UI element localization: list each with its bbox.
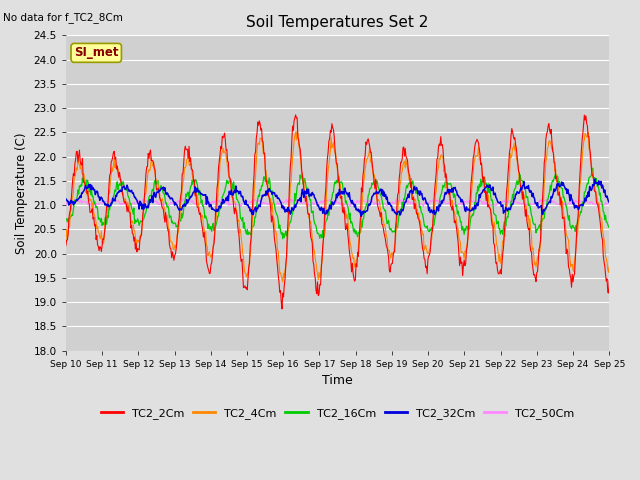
- Text: SI_met: SI_met: [74, 47, 118, 60]
- Title: Soil Temperatures Set 2: Soil Temperatures Set 2: [246, 15, 429, 30]
- X-axis label: Time: Time: [322, 374, 353, 387]
- Legend: TC2_2Cm, TC2_4Cm, TC2_16Cm, TC2_32Cm, TC2_50Cm: TC2_2Cm, TC2_4Cm, TC2_16Cm, TC2_32Cm, TC…: [96, 404, 579, 423]
- Text: No data for f_TC2_8Cm: No data for f_TC2_8Cm: [3, 12, 123, 23]
- Y-axis label: Soil Temperature (C): Soil Temperature (C): [15, 132, 28, 254]
